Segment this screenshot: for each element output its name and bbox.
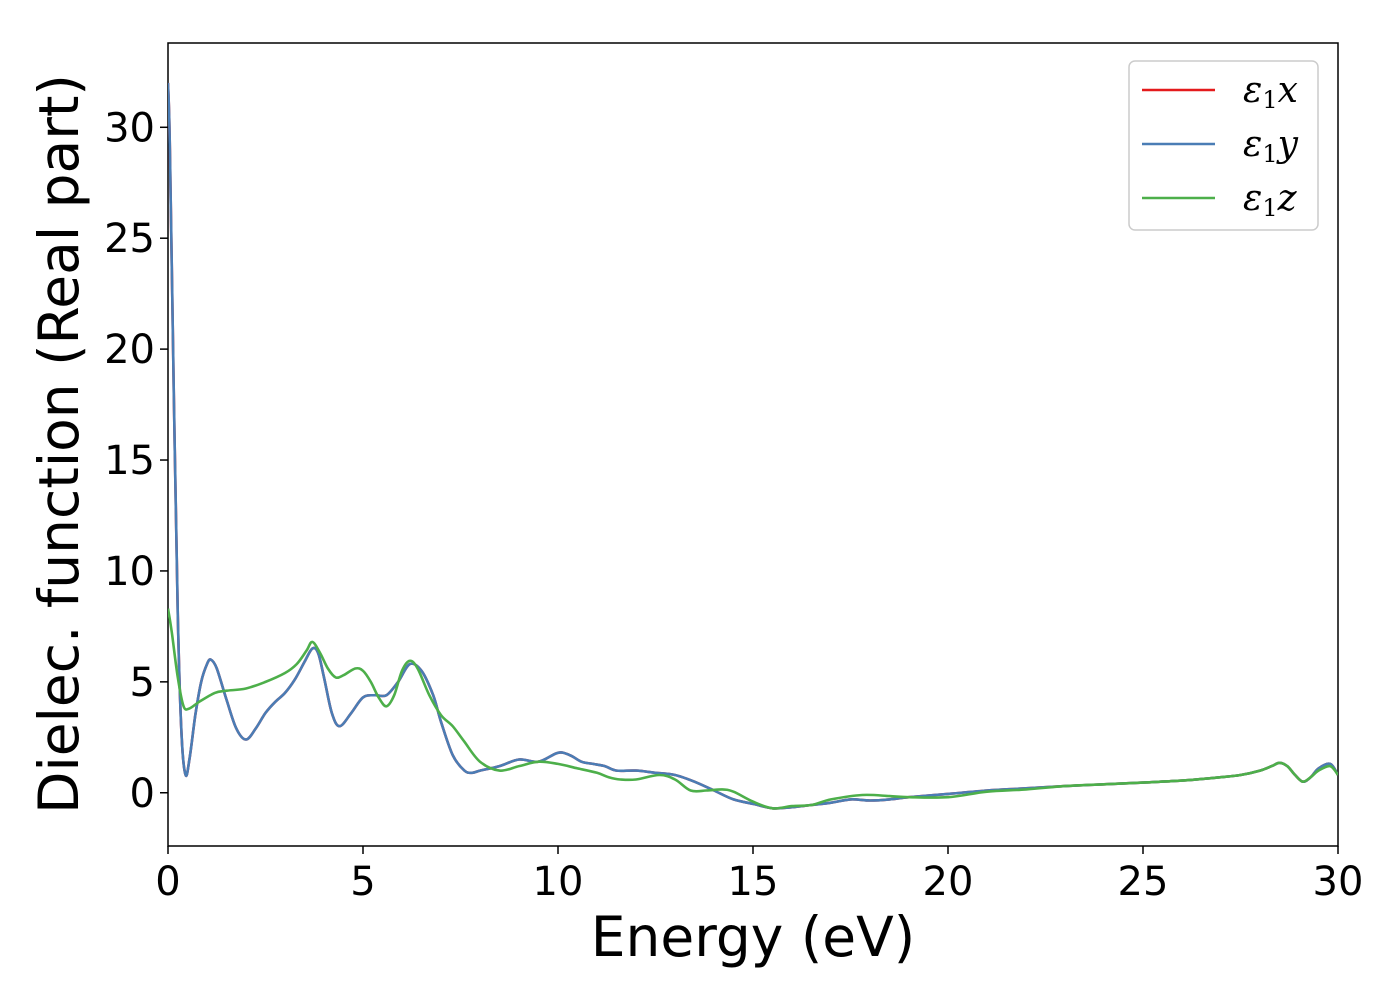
- x-tick-label: 25: [1118, 859, 1169, 905]
- y-tick-label: 5: [130, 660, 155, 706]
- legend-label-z: ε1z: [1243, 178, 1298, 222]
- x-tick-label: 20: [923, 859, 974, 905]
- legend-label-y: ε1y: [1243, 124, 1299, 168]
- y-axis: 0 5 10 15 20 25 30: [104, 105, 168, 817]
- y-tick-label: 0: [130, 771, 155, 817]
- y-tick-label: 15: [104, 438, 155, 484]
- x-tick-label: 10: [533, 859, 584, 905]
- legend-box: [1128, 60, 1319, 231]
- x-axis-label: Energy (eV): [591, 905, 915, 969]
- y-tick-label: 20: [104, 327, 155, 373]
- x-tick-label: 15: [728, 859, 779, 905]
- y-tick-label: 30: [104, 105, 155, 151]
- x-tick-label: 0: [155, 859, 180, 905]
- legend: ε1x ε1y ε1z: [1128, 60, 1319, 231]
- legend-label-x: ε1x: [1243, 70, 1298, 114]
- y-tick-label: 25: [104, 216, 155, 262]
- x-tick-label: 5: [350, 859, 375, 905]
- x-axis: 0 5 10 15 20 25 30: [155, 846, 1363, 905]
- y-tick-label: 10: [104, 549, 155, 595]
- x-tick-label: 30: [1313, 859, 1364, 905]
- series-line-z: [168, 608, 1338, 810]
- y-axis-label: Dielec. function (Real part): [27, 74, 91, 814]
- series-layer: [168, 82, 1338, 810]
